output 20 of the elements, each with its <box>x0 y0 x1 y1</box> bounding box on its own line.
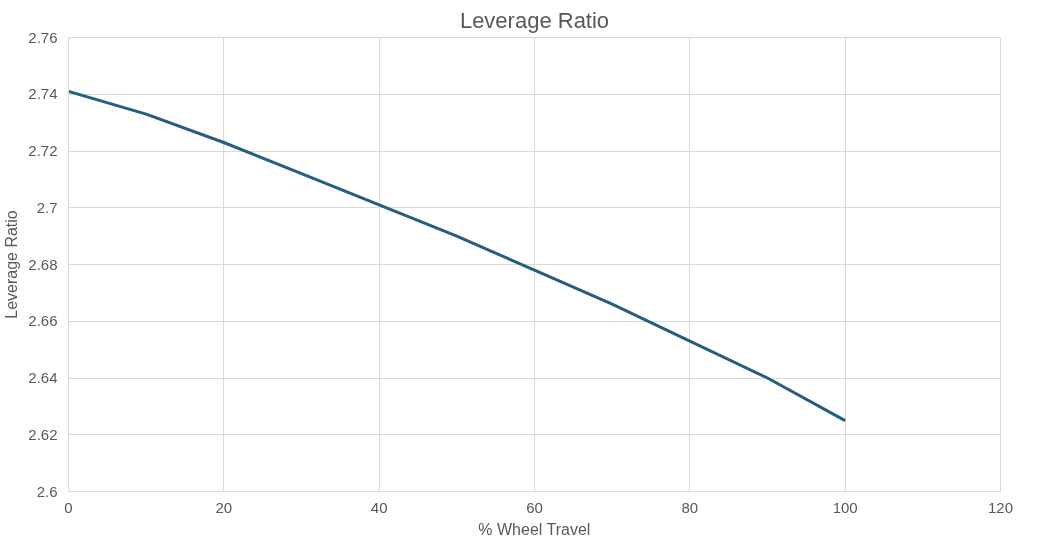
y-tick-label: 2.74 <box>28 85 58 103</box>
x-tick-label: 40 <box>370 498 388 516</box>
y-tick-label: 2.62 <box>28 425 58 443</box>
y-axis-title: Leverage Ratio <box>3 210 21 319</box>
x-tick-label: 80 <box>681 498 699 516</box>
y-tick-label: 2.66 <box>28 312 58 330</box>
x-tick-label: 0 <box>64 498 73 516</box>
chart-title: Leverage Ratio <box>459 7 610 33</box>
y-tick-label: 2.64 <box>28 369 58 386</box>
y-tick-label: 2.6 <box>36 482 58 500</box>
y-tick-label: 2.72 <box>28 142 58 159</box>
y-tick-label: 2.76 <box>28 28 58 46</box>
line-series <box>68 89 847 423</box>
x-axis-title: % Wheel Travel <box>478 520 591 538</box>
x-tick-label: 100 <box>832 498 858 516</box>
x-tick-label: 120 <box>987 498 1014 516</box>
x-tick-label: 20 <box>215 498 233 516</box>
y-tick-label: 2.68 <box>28 255 58 273</box>
x-tick-label: 60 <box>526 498 543 516</box>
y-tick-label: 2.7 <box>36 198 58 216</box>
